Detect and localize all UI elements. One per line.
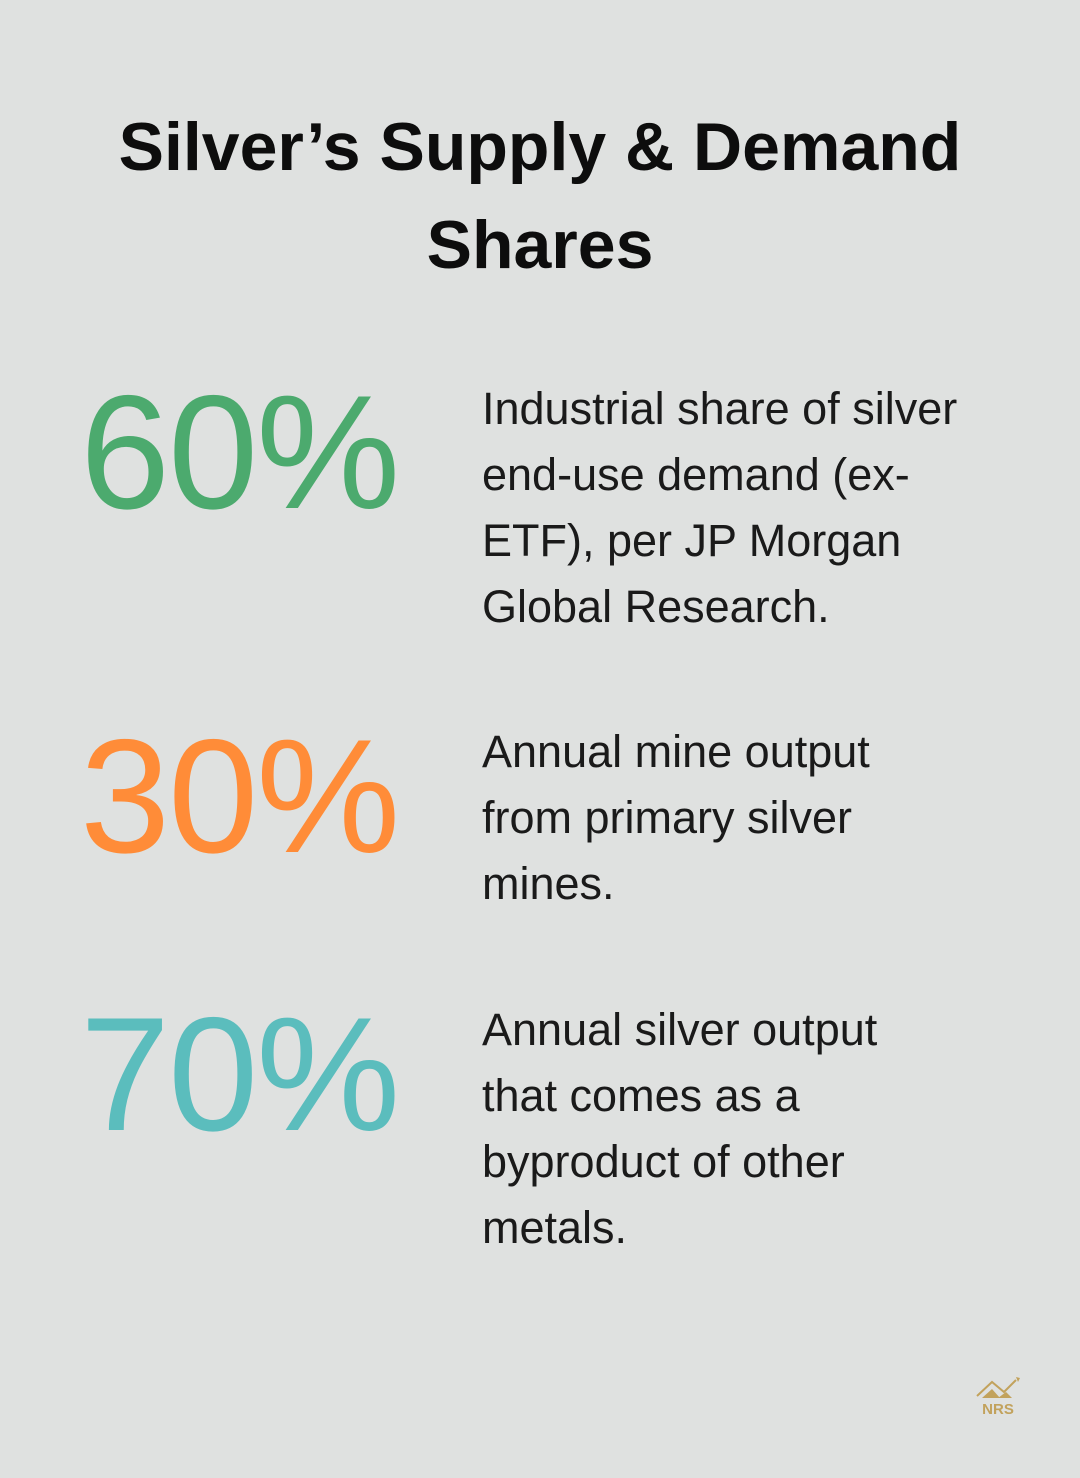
stat-description: Industrial share of silver end-use deman… bbox=[482, 376, 957, 640]
desc-line: that comes as a bbox=[482, 1070, 800, 1121]
stat-value: 60% bbox=[80, 362, 400, 543]
stat-value: 70% bbox=[80, 984, 400, 1165]
desc-line: Annual silver output bbox=[482, 1004, 878, 1055]
desc-line: metals. bbox=[482, 1202, 628, 1253]
desc-line: Industrial share of silver bbox=[482, 383, 958, 434]
desc-line: end-use demand (ex- bbox=[482, 449, 910, 500]
nrs-logo: NRS bbox=[974, 1374, 1024, 1418]
house-chart-icon: NRS bbox=[976, 1377, 1020, 1418]
desc-line: byproduct of other bbox=[482, 1136, 845, 1187]
title-line: Shares bbox=[426, 207, 654, 283]
title-line: Silver’s Supply & Demand bbox=[118, 109, 962, 185]
page-title: Silver’s Supply & Demand Shares bbox=[0, 98, 1080, 294]
stat-value: 30% bbox=[80, 706, 400, 887]
stat-description: Annual mine output from primary silver m… bbox=[482, 719, 870, 917]
desc-line: Global Research. bbox=[482, 581, 830, 632]
desc-line: Annual mine output bbox=[482, 726, 870, 777]
svg-text:NRS: NRS bbox=[982, 1401, 1014, 1418]
stat-description: Annual silver output that comes as a byp… bbox=[482, 997, 877, 1261]
desc-line: mines. bbox=[482, 858, 615, 909]
desc-line: ETF), per JP Morgan bbox=[482, 515, 902, 566]
desc-line: from primary silver bbox=[482, 792, 853, 843]
